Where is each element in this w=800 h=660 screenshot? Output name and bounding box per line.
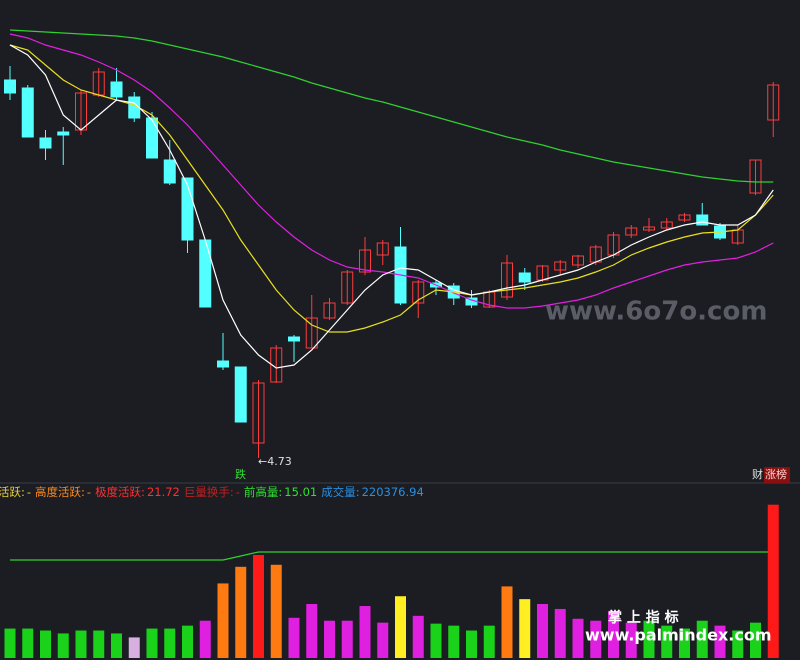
watermark: 掌 上 指 标 (608, 609, 679, 626)
volume-bar (22, 628, 34, 658)
indicator-label: 活跃: (0, 485, 25, 499)
indicator-label: 巨量换手: (183, 485, 234, 499)
volume-bar (4, 628, 16, 658)
volume-bar (288, 617, 300, 658)
volume-bar (182, 625, 193, 658)
volume-bar (466, 630, 477, 658)
volume-bar (767, 504, 779, 658)
indicator-value: - (86, 485, 92, 499)
volume-bar (341, 620, 353, 658)
volume-bar (430, 623, 442, 658)
moving-average (9, 33, 774, 309)
volume-bar (164, 628, 176, 658)
volume-bar (253, 554, 264, 658)
volume-bar (217, 583, 229, 658)
indicator-value: 21.72 (146, 485, 180, 499)
volume-bar (608, 610, 619, 658)
volume-bar (359, 606, 371, 658)
volume-bar (75, 630, 87, 658)
indicator-bar: 活跃: - 高度活跃: - 极度活跃: 21.72 巨量换手: - 前高量: 15.01 成交量: 2… (0, 484, 428, 500)
volume-bar (377, 622, 389, 658)
volume-bar (235, 566, 247, 658)
indicator-value: - (235, 485, 240, 499)
volume-bar (199, 620, 211, 658)
volume-bar (412, 615, 424, 658)
volume-bar (519, 599, 531, 658)
volume-bar (750, 622, 761, 658)
reference-line (10, 551, 774, 561)
volume-bar (501, 586, 513, 658)
volume-bar (128, 637, 140, 658)
signal: 跌 (235, 467, 246, 481)
volume-bar (572, 618, 584, 658)
signal: 涨榜 (765, 467, 787, 481)
volume-bar (590, 620, 602, 658)
volume-bar (395, 596, 406, 658)
volume-bar (554, 608, 566, 658)
volume-bar (270, 564, 282, 658)
volume-bar (324, 620, 335, 658)
indicator-label: 高度活跃: (35, 485, 85, 499)
moving-average (9, 29, 774, 183)
volume-bar (679, 628, 690, 658)
signal-box (764, 467, 790, 483)
volume-bar (93, 630, 105, 658)
signal: 财 (752, 467, 763, 481)
volume-bar (661, 625, 673, 658)
volume-bar (732, 630, 744, 658)
indicator-value: 220376.94 (361, 485, 424, 499)
volume-bar (57, 633, 69, 658)
indicator-label: 极度活跃: (95, 485, 145, 499)
low-annotation: ←4.73 (258, 455, 292, 468)
indicator-label: 前高量: (243, 485, 283, 499)
moving-average (9, 44, 774, 333)
volume-bar (643, 620, 655, 658)
indicator-value: - (26, 485, 32, 499)
indicator-value: 15.01 (284, 485, 318, 499)
indicator-label: 成交量: (321, 485, 360, 499)
volume-bar (483, 625, 495, 658)
volume-bar (40, 630, 51, 658)
volume-bar (714, 625, 726, 658)
volume-bar (111, 633, 122, 658)
volume-bar (537, 604, 548, 658)
moving-average (9, 44, 774, 369)
volume-bar (696, 620, 708, 658)
volume-bar (146, 628, 158, 658)
watermark: www.palmindex.com (585, 626, 772, 645)
watermark: www.6o7o.com (545, 297, 767, 327)
volume-bar (306, 604, 318, 658)
volume-bar (448, 625, 460, 658)
volume-bar (625, 622, 637, 658)
